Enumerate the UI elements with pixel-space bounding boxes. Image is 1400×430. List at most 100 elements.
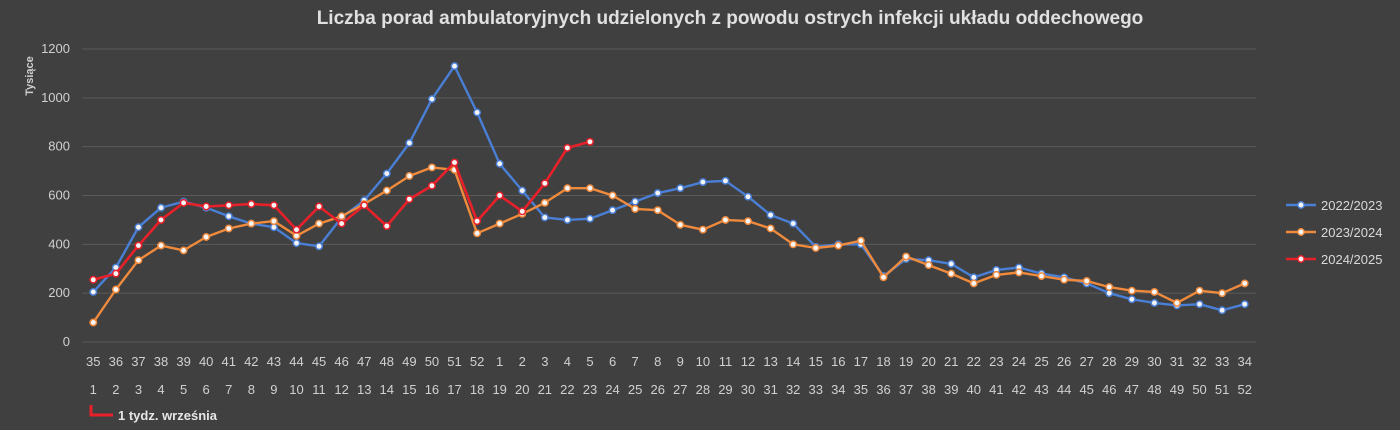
x-tick-label-index: 14: [380, 382, 394, 397]
data-point: [992, 270, 1001, 279]
data-point: [947, 259, 956, 268]
x-tick-label-index: 26: [650, 382, 664, 397]
data-point: [698, 225, 707, 234]
data-point: [789, 240, 798, 249]
data-point: [111, 285, 120, 294]
x-tick-label-index: 17: [447, 382, 461, 397]
data-point: [315, 219, 324, 228]
x-tick-label-week: 36: [109, 354, 123, 369]
x-tick-label-index: 27: [673, 382, 687, 397]
x-tick-label-week: 27: [1079, 354, 1093, 369]
data-point: [540, 179, 549, 188]
data-point: [179, 246, 188, 255]
x-tick-label-week: 48: [380, 354, 394, 369]
x-tick-label-index: 25: [628, 382, 642, 397]
data-point: [1082, 277, 1091, 285]
x-tick-label-week: 14: [786, 354, 800, 369]
x-tick-label-index: 5: [180, 382, 187, 397]
x-tick-label-index: 11: [312, 382, 326, 397]
y-tick-label: 800: [48, 139, 70, 154]
series-line: [92, 64, 1246, 312]
data-point: [563, 143, 572, 152]
x-tick-label-index: 15: [402, 382, 416, 397]
data-point: [969, 279, 978, 288]
data-point: [292, 239, 301, 248]
x-tick-label-week: 12: [741, 354, 755, 369]
legend-marker-icon: [1297, 201, 1305, 209]
x-tick-label-index: 42: [1012, 382, 1026, 397]
x-tick-label-index: 10: [289, 382, 303, 397]
data-point: [247, 200, 256, 208]
x-tick-label-week: 52: [470, 354, 484, 369]
x-tick-label-week: 37: [131, 354, 145, 369]
data-point: [1150, 298, 1159, 307]
x-tick-label-week: 18: [876, 354, 890, 369]
week-marker-note: 1 tydz. września: [118, 408, 218, 423]
y-tick-label: 400: [48, 236, 70, 251]
data-point: [134, 256, 143, 265]
series-line: [92, 166, 1246, 324]
data-point: [337, 219, 346, 228]
data-point: [405, 139, 414, 147]
data-point: [1195, 300, 1204, 309]
x-tick-label-index: 12: [334, 382, 348, 397]
series-lines: [89, 62, 1249, 327]
legend-marker-icon: [1297, 228, 1305, 236]
x-tick-label-week: 51: [447, 354, 461, 369]
x-tick-label-index: 13: [357, 382, 371, 397]
data-point: [382, 169, 391, 178]
x-tick-label-week: 13: [763, 354, 777, 369]
y-tick-label: 1000: [41, 90, 70, 105]
x-tick-label-week: 40: [199, 354, 213, 369]
data-point: [382, 186, 391, 195]
y-tick-label: 1200: [41, 41, 70, 56]
data-point: [450, 62, 459, 71]
x-axis-ticks: 35 36 37 38 39 40 41 42 43 44 45 46 47 48 49 50 51 52 1 2 3 4…: [86, 354, 1252, 397]
y-tick-label: 600: [48, 188, 70, 203]
data-point: [360, 201, 369, 210]
data-point: [1127, 295, 1136, 304]
data-point: [879, 273, 888, 282]
x-tick-label-index: 33: [809, 382, 823, 397]
x-tick-label-week: 11: [719, 354, 733, 369]
data-point: [405, 172, 414, 180]
data-point: [608, 191, 617, 200]
data-point: [1240, 279, 1249, 288]
data-point: [89, 275, 98, 284]
series-2024-2025: [89, 137, 594, 284]
data-point: [721, 215, 730, 224]
x-tick-label-week: 2: [519, 354, 526, 369]
x-tick-label-index: 7: [225, 382, 232, 397]
data-point: [518, 186, 527, 195]
x-tick-label-index: 4: [157, 382, 164, 397]
x-tick-label-week: 34: [1237, 354, 1251, 369]
y-tick-label: 0: [63, 334, 70, 349]
x-tick-label-week: 19: [899, 354, 913, 369]
x-tick-label-index: 34: [831, 382, 845, 397]
data-point: [473, 229, 482, 238]
x-tick-label-week: 9: [677, 354, 684, 369]
data-point: [269, 217, 278, 226]
data-point: [834, 241, 843, 250]
data-point: [292, 225, 301, 234]
legend-marker-icon: [1297, 255, 1305, 263]
x-tick-label-index: 24: [605, 382, 619, 397]
data-point: [89, 287, 98, 296]
data-point: [518, 207, 527, 216]
data-point: [495, 159, 504, 168]
x-tick-label-week: 33: [1215, 354, 1229, 369]
data-point: [427, 95, 436, 104]
x-tick-label-week: 24: [1012, 354, 1026, 369]
x-tick-label-week: 6: [609, 354, 616, 369]
data-point: [427, 163, 436, 172]
x-tick-label-week: 4: [564, 354, 571, 369]
data-point: [247, 219, 256, 228]
x-tick-label-week: 30: [1147, 354, 1161, 369]
data-point: [1037, 272, 1046, 281]
x-tick-label-index: 28: [696, 382, 710, 397]
x-tick-label-index: 40: [967, 382, 981, 397]
x-tick-label-week: 28: [1102, 354, 1116, 369]
x-tick-label-week: 46: [334, 354, 348, 369]
x-tick-label-week: 38: [154, 354, 168, 369]
